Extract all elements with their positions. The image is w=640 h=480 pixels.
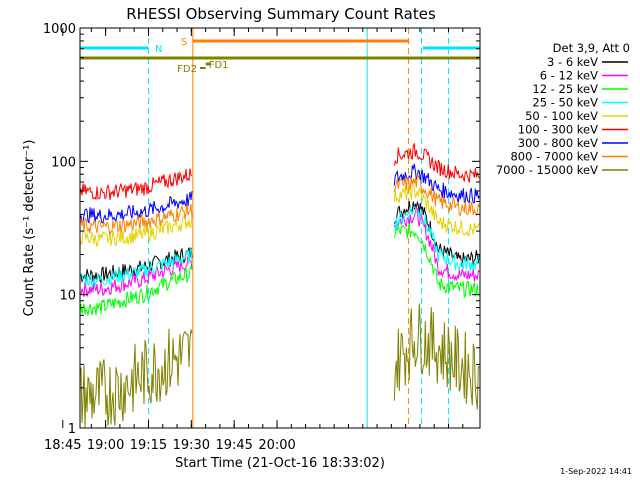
- legend-label-5: 100 - 300 keV: [518, 123, 598, 137]
- legend-label-6: 300 - 800 keV: [518, 136, 598, 150]
- series-7-segment-1: [393, 174, 480, 217]
- series-8-segment-1: [393, 303, 480, 410]
- legend-label-3: 25 - 50 keV: [532, 96, 598, 110]
- legend-label-8: 7000 - 15000 keV: [496, 163, 598, 177]
- plot-contents: [80, 28, 480, 428]
- y-tick-label-3: 1000: [43, 22, 76, 37]
- series-5-segment-0: [80, 168, 193, 201]
- y-axis: 1 10 100 1000: [43, 22, 480, 437]
- x-tick-label-2: 19:15: [130, 438, 167, 453]
- plot-frame: [79, 27, 481, 429]
- x-tick-label-5: 20:00: [258, 438, 295, 453]
- y-tick-label-0: 1: [68, 422, 76, 437]
- legend-label-1: 6 - 12 keV: [540, 69, 598, 83]
- x-tick-label-4: 19:45: [215, 438, 252, 453]
- series-7-segment-0: [80, 203, 193, 237]
- plot-area: N S FD1 FD2: [80, 28, 480, 428]
- series-5-segment-1: [393, 142, 480, 183]
- flag-label-4: FD2: [177, 64, 197, 75]
- x-tick-label-1: 19:00: [87, 438, 124, 453]
- flag-label-0: N: [155, 44, 162, 55]
- series-3-segment-1: [394, 205, 480, 272]
- legend-label-7: 800 - 7000 keV: [510, 150, 598, 164]
- legend-label-0: 3 - 6 keV: [547, 55, 598, 69]
- x-tick-label-0: 18:45: [44, 438, 81, 453]
- x-axis-label: Start Time (21-Oct-16 18:33:02): [175, 456, 385, 471]
- y-axis-label: Count Rate (s⁻¹ detector⁻¹): [22, 140, 37, 317]
- series-8-segment-0: [80, 328, 193, 428]
- y-tick-label-2: 100: [51, 155, 76, 170]
- series-4-segment-0: [80, 214, 193, 247]
- chart-title: RHESSI Observing Summary Count Rates: [126, 5, 436, 23]
- flag-label-1: S: [181, 37, 187, 48]
- x-tick-label-3: 19:30: [173, 438, 210, 453]
- series-2-segment-0: [80, 264, 193, 316]
- flag-label-3: FD1: [209, 60, 229, 71]
- timestamp: 1-Sep-2022 14:41: [560, 467, 632, 476]
- y-tick-label-1: 10: [59, 289, 76, 304]
- series-4-segment-1: [393, 183, 480, 238]
- legend-header: Det 3,9, Att 0: [553, 41, 630, 55]
- legend-label-4: 50 - 100 keV: [525, 109, 598, 123]
- x-axis: 18:45 19:00 19:15 19:30 19:45 20:00: [44, 28, 464, 453]
- series-2-segment-1: [393, 223, 480, 299]
- series-6-segment-0: [80, 190, 193, 224]
- series-3-segment-0: [80, 248, 193, 288]
- legend-label-2: 12 - 25 keV: [532, 82, 598, 96]
- series-1-segment-1: [393, 205, 480, 282]
